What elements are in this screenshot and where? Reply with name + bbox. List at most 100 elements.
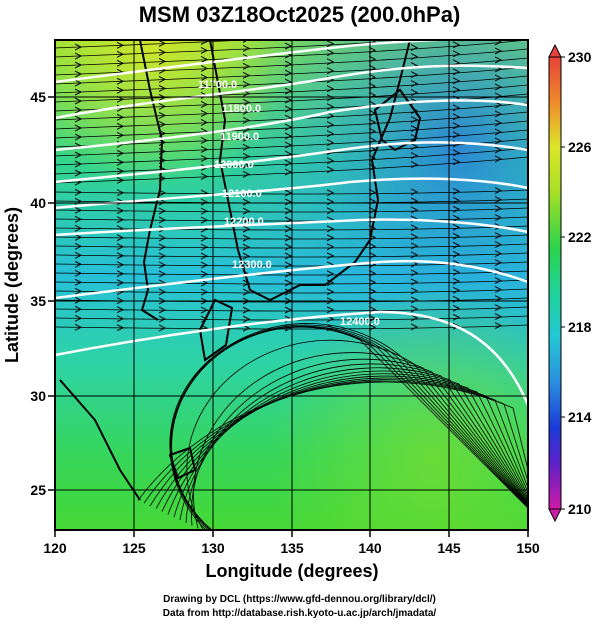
streamline-arrow bbox=[494, 313, 503, 321]
colorbar-scale bbox=[548, 56, 562, 510]
streamline-arrow bbox=[284, 198, 293, 206]
streamline-arrow bbox=[452, 304, 461, 312]
streamline bbox=[55, 189, 528, 195]
streamline-arrow bbox=[494, 277, 503, 285]
streamline-arrow bbox=[368, 278, 377, 286]
streamline-arrow bbox=[410, 161, 419, 169]
streamline-arrow bbox=[74, 97, 83, 105]
streamline bbox=[55, 288, 528, 294]
colorbar-label: 218 bbox=[568, 319, 592, 335]
streamline-arrow bbox=[326, 121, 335, 129]
streamline-arrow bbox=[74, 278, 83, 286]
streamline bbox=[55, 234, 528, 240]
streamline-arrow bbox=[158, 84, 167, 92]
streamline-arrow bbox=[368, 55, 377, 63]
streamline-arrow bbox=[116, 189, 125, 197]
streamline-arrow bbox=[494, 146, 503, 154]
x-axis-title: Longitude (degrees) bbox=[205, 561, 378, 581]
streamline-arrow bbox=[158, 75, 167, 83]
streamline-arrow bbox=[158, 189, 167, 197]
streamline-arrow bbox=[494, 187, 503, 195]
streamline-arrow bbox=[410, 53, 419, 61]
streamline-arrow bbox=[116, 261, 125, 269]
streamline bbox=[191, 358, 528, 526]
streamline-arrow bbox=[410, 314, 419, 322]
streamline-arrow bbox=[284, 60, 293, 68]
streamline-arrow bbox=[284, 141, 293, 149]
streamline-arrow bbox=[74, 296, 83, 304]
streamline-arrow bbox=[284, 306, 293, 314]
streamline-arrow bbox=[200, 261, 209, 269]
streamline-arrow bbox=[74, 124, 83, 132]
streamline-arrow bbox=[116, 41, 125, 49]
streamline-arrow bbox=[74, 305, 83, 313]
streamline-arrow bbox=[284, 42, 293, 50]
x-tick-label: 140 bbox=[358, 540, 382, 556]
streamline-arrow bbox=[74, 133, 83, 141]
streamline-arrow bbox=[74, 287, 83, 295]
streamline-arrow bbox=[326, 130, 335, 138]
streamline-arrow bbox=[116, 207, 125, 215]
streamline-arrow bbox=[284, 87, 293, 95]
streamline-arrow bbox=[326, 270, 335, 278]
streamline-arrow bbox=[368, 287, 377, 295]
streamline-arrow bbox=[494, 241, 503, 249]
streamline-arrow bbox=[326, 198, 335, 206]
streamline-arrow bbox=[74, 242, 83, 250]
streamline-arrow bbox=[284, 207, 293, 215]
streamline-arrow bbox=[74, 206, 83, 214]
streamline bbox=[55, 93, 528, 121]
streamline-arrow bbox=[452, 122, 461, 130]
streamline-arrow bbox=[495, 30, 501, 36]
streamline-arrow bbox=[326, 207, 335, 215]
contour-label: 11900.0 bbox=[220, 131, 259, 143]
streamline-arrow bbox=[116, 270, 125, 278]
streamline-arrow bbox=[284, 216, 293, 224]
streamline-arrow bbox=[242, 243, 251, 251]
streamline-arrow bbox=[326, 40, 335, 48]
streamline-arrow bbox=[158, 48, 167, 56]
streamline-arrow bbox=[452, 68, 461, 76]
streamline-arrow bbox=[242, 80, 251, 88]
streamline-arrow bbox=[368, 163, 377, 171]
streamline-arrow bbox=[242, 62, 251, 70]
streamline-arrow bbox=[368, 127, 377, 135]
streamline-arrow bbox=[242, 306, 251, 314]
streamline-arrow bbox=[116, 122, 125, 130]
streamline-arrow bbox=[326, 157, 335, 165]
streamline-arrow bbox=[410, 188, 419, 196]
streamline-arrow bbox=[410, 242, 419, 250]
streamline-arrow bbox=[368, 296, 377, 304]
streamline-arrow bbox=[368, 314, 377, 322]
streamline-arrow bbox=[368, 188, 377, 196]
streamline-arrow bbox=[494, 40, 503, 46]
streamline-arrow bbox=[242, 315, 251, 323]
streamline-arrow bbox=[410, 152, 419, 160]
streamline-arrow bbox=[200, 315, 209, 323]
streamline-arrow bbox=[410, 323, 419, 331]
streamline-arrow bbox=[242, 98, 251, 106]
streamline-arrow bbox=[368, 118, 377, 126]
streamline-arrow bbox=[368, 251, 377, 259]
streamline bbox=[169, 323, 528, 530]
streamline-arrow bbox=[242, 107, 251, 115]
streamline-arrow bbox=[158, 102, 167, 110]
streamline-arrow bbox=[116, 77, 125, 85]
streamline-arrow bbox=[453, 33, 459, 39]
streamline-arrow bbox=[116, 86, 125, 94]
streamline-arrow bbox=[242, 134, 251, 142]
streamline-arrow bbox=[452, 223, 461, 231]
x-tick-marks bbox=[54, 530, 529, 537]
streamline-arrow bbox=[410, 134, 419, 142]
y-tick-label: 45 bbox=[30, 89, 46, 105]
streamline-arrow bbox=[494, 322, 503, 330]
streamline-arrow bbox=[200, 288, 209, 296]
streamline-arrow bbox=[284, 132, 293, 140]
streamline-arrow bbox=[494, 259, 503, 267]
streamline-arrow bbox=[158, 324, 167, 332]
streamline-arrow bbox=[200, 100, 209, 108]
streamline-arrow bbox=[74, 215, 83, 223]
streamline-arrow bbox=[200, 40, 209, 45]
streamline-arrow bbox=[410, 224, 419, 232]
streamline-arrow bbox=[284, 189, 293, 197]
